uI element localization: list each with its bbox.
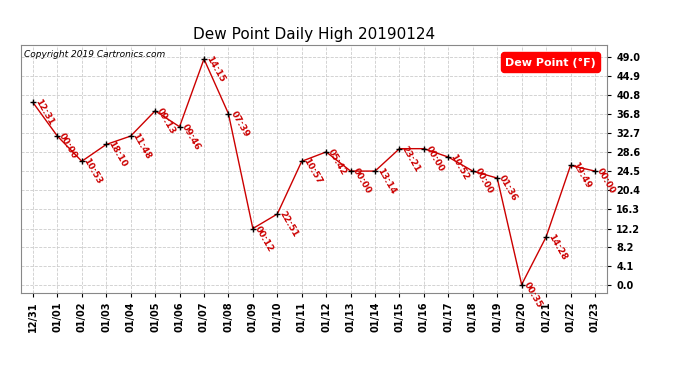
Text: 12:31: 12:31 [33,98,55,127]
Text: 05:42: 05:42 [326,147,348,177]
Text: 07:39: 07:39 [228,109,250,138]
Text: 09:46: 09:46 [179,122,201,152]
Text: 00:00: 00:00 [57,132,79,160]
Text: 00:00: 00:00 [424,144,446,173]
Text: 11:48: 11:48 [130,132,153,161]
Text: 14:28: 14:28 [546,232,569,262]
Text: 18:10: 18:10 [106,140,128,169]
Text: 00:35: 00:35 [522,280,544,309]
Text: 00:00: 00:00 [351,166,373,195]
Text: 00:00: 00:00 [595,166,617,195]
Text: 00:00: 00:00 [473,166,495,195]
Title: Dew Point Daily High 20190124: Dew Point Daily High 20190124 [193,27,435,42]
Text: 01:36: 01:36 [497,174,520,203]
Text: 10:52: 10:52 [448,153,471,182]
Legend: Dew Point (°F): Dew Point (°F) [501,52,600,72]
Text: 09:13: 09:13 [155,106,177,136]
Text: 22:51: 22:51 [277,210,299,239]
Text: Copyright 2019 Cartronics.com: Copyright 2019 Cartronics.com [23,50,165,59]
Text: 14:15: 14:15 [204,54,226,84]
Text: 00:12: 00:12 [253,224,275,253]
Text: 10:57: 10:57 [302,157,324,186]
Text: 10:53: 10:53 [82,157,104,186]
Text: 13:14: 13:14 [375,166,397,196]
Text: 23:21: 23:21 [400,144,422,174]
Text: 19:49: 19:49 [571,161,593,190]
